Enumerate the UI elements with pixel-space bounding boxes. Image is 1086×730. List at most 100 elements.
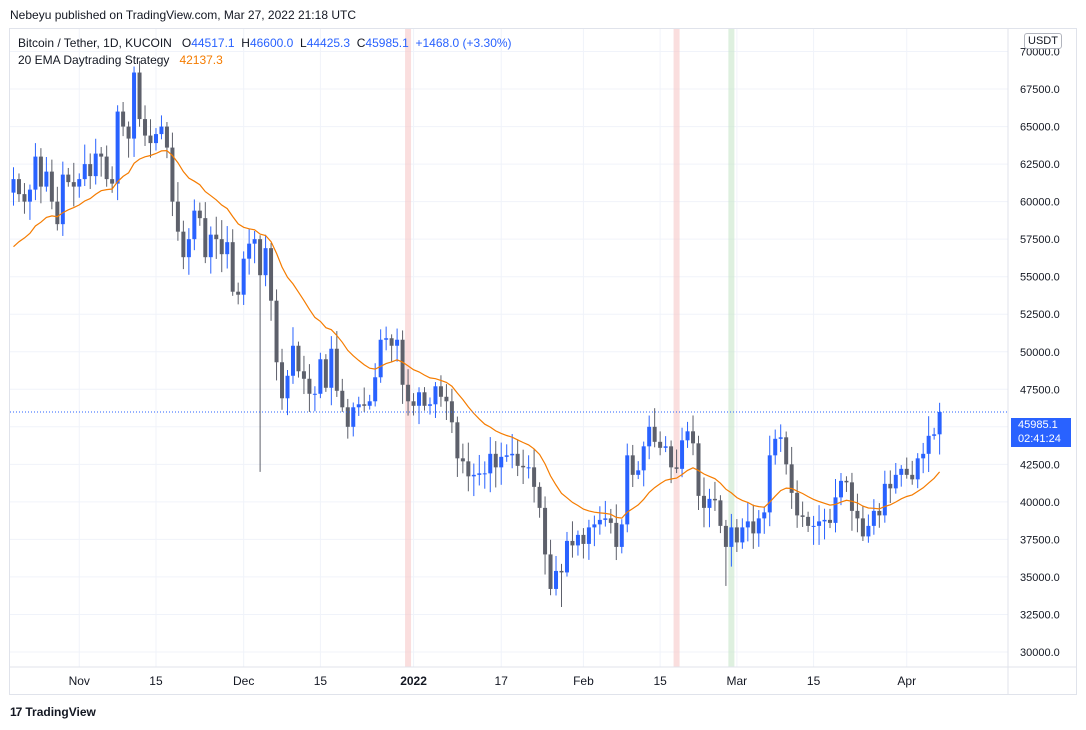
candle-body <box>104 156 109 180</box>
x-tick-label: 17 <box>495 674 509 688</box>
candle-body <box>822 519 827 522</box>
candle-body <box>893 474 898 489</box>
candle-body <box>312 393 317 395</box>
candle-body <box>93 153 98 177</box>
candle-body <box>137 72 142 120</box>
y-tick-label: 40000.0 <box>1020 497 1060 509</box>
candle-body <box>652 426 657 442</box>
candle-body <box>351 407 356 427</box>
currency-badge[interactable]: USDT <box>1024 33 1062 49</box>
legend-indicator-name[interactable]: 20 EMA Daytrading Strategy <box>18 53 170 67</box>
candle-body <box>482 473 487 475</box>
candle-body <box>389 338 394 346</box>
candle-body <box>33 156 38 190</box>
signal-band <box>405 29 412 667</box>
legend-close: 45985.1 <box>365 36 409 50</box>
y-tick-label: 50000.0 <box>1020 347 1060 359</box>
chart-frame[interactable]: 30000.0 32500.0 35000.0 37500.0 40000.0 42500… <box>9 28 1077 695</box>
candle-body <box>208 234 213 258</box>
candle-body <box>203 218 208 258</box>
candle-body <box>88 164 93 177</box>
candle-body <box>44 171 49 187</box>
candle-body <box>849 482 854 511</box>
candle-body <box>745 521 750 528</box>
candle-body <box>800 515 805 517</box>
candle-body <box>575 534 580 546</box>
y-tick-label: 55000.0 <box>1020 272 1060 284</box>
candle-body <box>532 467 537 487</box>
candle-body <box>521 465 526 468</box>
candle-body <box>740 527 745 543</box>
legend-low-label: L <box>300 36 307 50</box>
candle-body <box>625 455 630 525</box>
candle-body <box>296 345 301 372</box>
candle-body <box>285 375 290 399</box>
candle-body <box>170 147 175 202</box>
tradingview-name: TradingView <box>25 705 96 719</box>
candle-body <box>280 362 285 399</box>
candle-body <box>411 401 416 406</box>
candle-body <box>844 480 849 483</box>
candle-body <box>817 521 822 526</box>
candle-body <box>477 473 482 475</box>
candle-body <box>921 453 926 459</box>
candle-body <box>795 492 800 516</box>
candle-body <box>718 500 723 526</box>
candle-body <box>597 519 602 525</box>
candle-body <box>866 525 871 537</box>
candle-body <box>603 518 608 520</box>
candle-body <box>110 179 115 184</box>
candle-body <box>433 386 438 405</box>
candle-body <box>674 467 679 469</box>
candle-body <box>559 570 564 573</box>
candle-body <box>307 378 312 394</box>
candle-body <box>362 404 367 406</box>
candle-body <box>422 392 427 406</box>
x-tick-label: 15 <box>149 674 163 688</box>
candle-body <box>373 377 378 402</box>
x-tick-label: Apr <box>897 674 916 688</box>
candle-body <box>444 396 449 402</box>
candle-body <box>510 453 515 456</box>
candle-body <box>219 239 224 255</box>
candle-body <box>126 126 131 139</box>
candle-body <box>214 234 219 240</box>
candle-body <box>197 210 202 219</box>
candle-body <box>356 404 361 408</box>
candle-body <box>181 231 186 258</box>
candle-body <box>701 495 706 508</box>
candle-body <box>543 507 548 555</box>
candle-body <box>329 348 334 388</box>
candle-body <box>548 554 553 589</box>
candle-body <box>712 498 717 501</box>
candle-body <box>263 248 268 276</box>
candle-body <box>855 510 860 519</box>
x-tick-label: 15 <box>653 674 667 688</box>
signal-band <box>673 29 680 667</box>
x-tick-label: Nov <box>69 674 90 688</box>
candle-body <box>614 522 619 547</box>
candle-body <box>241 258 246 295</box>
y-tick-label: 42500.0 <box>1020 459 1060 471</box>
candle-body <box>564 540 569 573</box>
candle-body <box>159 126 164 135</box>
legend-symbol[interactable]: Bitcoin / Tether, 1D, KUCOIN <box>18 36 172 50</box>
ema-line <box>13 149 941 519</box>
candle-body <box>658 441 663 448</box>
candle-body <box>455 422 460 459</box>
candle-body <box>66 174 71 183</box>
candle-body <box>22 194 27 202</box>
candle-body <box>910 474 915 480</box>
y-tick-label: 30000.0 <box>1020 647 1060 659</box>
candle-body <box>778 437 783 439</box>
candle-body <box>932 434 937 436</box>
candle-body <box>71 182 76 187</box>
candle-body <box>323 359 328 388</box>
candle-body <box>466 461 471 477</box>
candle-body <box>696 443 701 496</box>
candle-body <box>630 455 635 475</box>
tradingview-brand[interactable]: 17 TradingView <box>10 705 96 719</box>
candle-body <box>685 431 690 441</box>
y-tick-label: 60000.0 <box>1020 197 1060 209</box>
price-chart[interactable]: 30000.0 32500.0 35000.0 37500.0 40000.0 42500… <box>10 29 1076 694</box>
